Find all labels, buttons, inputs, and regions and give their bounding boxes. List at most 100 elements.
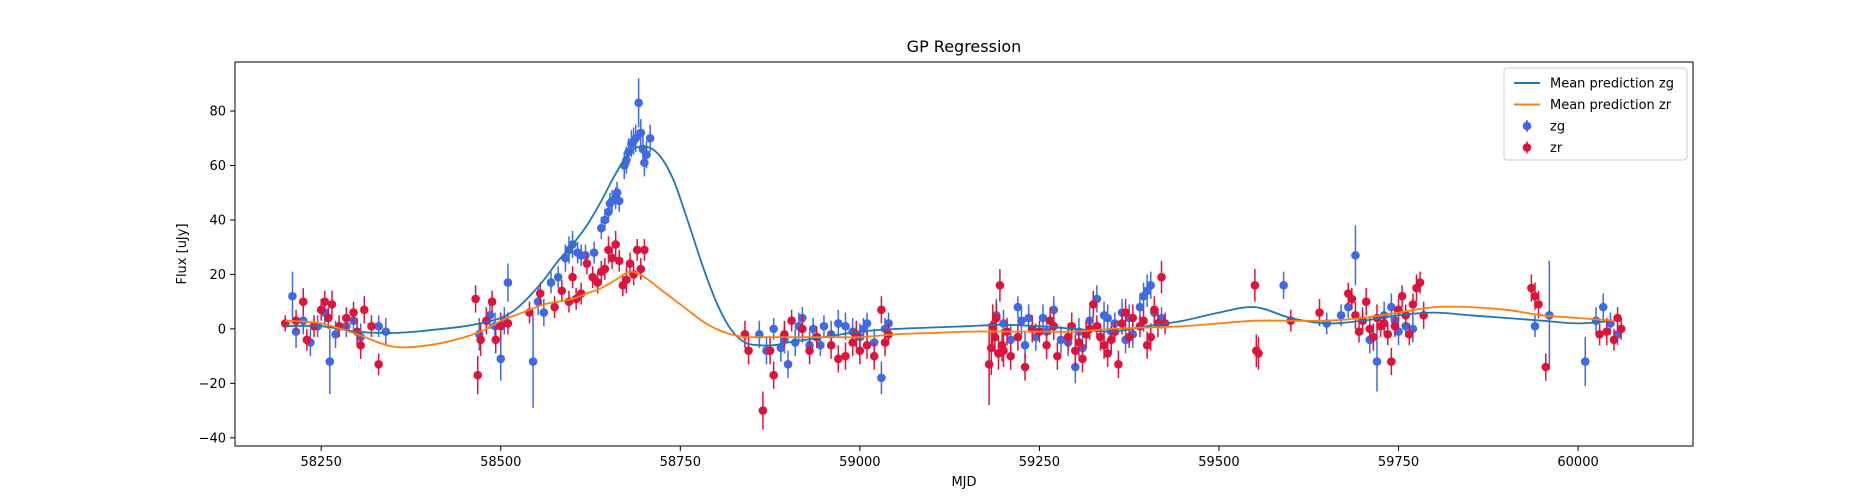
data-point — [471, 294, 480, 304]
data-point — [1397, 291, 1407, 301]
data-point — [557, 286, 567, 296]
data-point — [787, 316, 796, 326]
data-point — [1279, 281, 1288, 290]
data-point — [1354, 327, 1364, 336]
x-tick-label: 59000 — [839, 455, 880, 470]
data-point — [640, 245, 649, 255]
data-point — [1530, 291, 1540, 301]
legend-item: Mean prediction zg — [1514, 77, 1674, 92]
data-point — [539, 308, 549, 317]
data-point — [632, 245, 642, 255]
data-point — [381, 327, 391, 336]
data-point — [1049, 305, 1059, 315]
legend-label: Mean prediction zr — [1550, 98, 1672, 113]
data-point — [1124, 332, 1134, 342]
x-tick-label: 58750 — [660, 455, 701, 470]
data-point — [1157, 272, 1166, 282]
data-point — [1103, 313, 1112, 323]
legend-item: Mean prediction zr — [1514, 98, 1672, 113]
data-point — [1106, 335, 1116, 345]
data-point — [1053, 351, 1062, 361]
data-point — [765, 346, 775, 355]
data-point — [1580, 357, 1590, 366]
legend-label: zr — [1550, 141, 1563, 156]
data-point — [331, 330, 340, 339]
y-tick-label: 80 — [209, 105, 226, 120]
data-point — [1135, 302, 1145, 312]
data-point — [631, 133, 641, 143]
data-point — [535, 289, 545, 298]
data-point — [769, 370, 778, 380]
data-point — [1020, 362, 1030, 372]
data-point — [819, 321, 829, 331]
legend: Mean prediction zg Mean prediction zr zg zr — [1503, 67, 1688, 161]
y-axis-label: Flux [uJy] — [175, 223, 190, 284]
data-point — [476, 335, 485, 345]
x-tick-label: 60000 — [1557, 455, 1598, 470]
data-point — [1387, 302, 1396, 312]
data-point — [1616, 324, 1626, 334]
data-point — [298, 297, 308, 306]
data-point — [1146, 281, 1156, 290]
y-tick-label: −20 — [199, 377, 226, 392]
x-tick-label: 59250 — [1019, 455, 1060, 470]
data-point — [877, 373, 886, 383]
data-point — [491, 335, 501, 345]
data-point — [805, 346, 814, 355]
data-point — [855, 346, 865, 355]
data-point — [984, 359, 994, 369]
legend-marker-swatch — [1522, 121, 1532, 131]
data-point — [625, 259, 635, 268]
data-point — [546, 278, 556, 287]
data-point — [1139, 316, 1148, 326]
data-point — [600, 215, 610, 225]
x-tick-label: 59750 — [1378, 455, 1419, 470]
data-point — [302, 335, 312, 345]
data-point — [798, 324, 807, 334]
data-point — [1347, 294, 1357, 304]
data-point — [1049, 321, 1059, 331]
data-point — [634, 98, 643, 108]
data-point — [473, 370, 483, 380]
y-tick-label: 20 — [209, 268, 226, 283]
data-point — [1128, 313, 1138, 323]
legend-item: zg — [1522, 120, 1565, 135]
data-point — [1405, 330, 1414, 339]
data-point — [1103, 349, 1112, 358]
data-point — [1343, 302, 1353, 312]
data-point — [604, 245, 613, 255]
data-point — [374, 359, 383, 369]
data-point — [503, 278, 513, 287]
data-point — [1099, 340, 1109, 350]
data-point — [1121, 308, 1130, 317]
data-point — [589, 248, 599, 257]
data-point — [1038, 313, 1048, 323]
data-point — [528, 357, 538, 366]
legend-marker-swatch — [1522, 143, 1532, 152]
data-point — [1595, 330, 1604, 339]
data-point — [359, 305, 369, 315]
data-point — [1020, 340, 1030, 350]
data-points — [280, 78, 1626, 430]
data-point — [1609, 335, 1619, 345]
data-point — [1042, 340, 1051, 350]
data-point — [1527, 283, 1536, 293]
data-point — [808, 324, 818, 334]
data-point — [1408, 300, 1418, 309]
x-tick-label: 59500 — [1198, 455, 1239, 470]
data-point — [1383, 330, 1393, 339]
data-point — [1598, 302, 1608, 312]
line-mean-prediction-zr — [285, 270, 1615, 349]
data-point — [1250, 281, 1260, 290]
data-point — [1006, 351, 1015, 361]
data-point — [783, 359, 793, 369]
data-point — [367, 321, 376, 331]
data-point — [862, 340, 872, 350]
y-tick-label: −40 — [199, 431, 226, 446]
legend-label: Mean prediction zg — [1550, 77, 1674, 92]
y-tick-label: 60 — [209, 159, 226, 174]
data-point — [1006, 335, 1015, 345]
data-point — [776, 343, 786, 353]
legend-box — [1503, 67, 1688, 161]
data-point — [1372, 357, 1382, 366]
